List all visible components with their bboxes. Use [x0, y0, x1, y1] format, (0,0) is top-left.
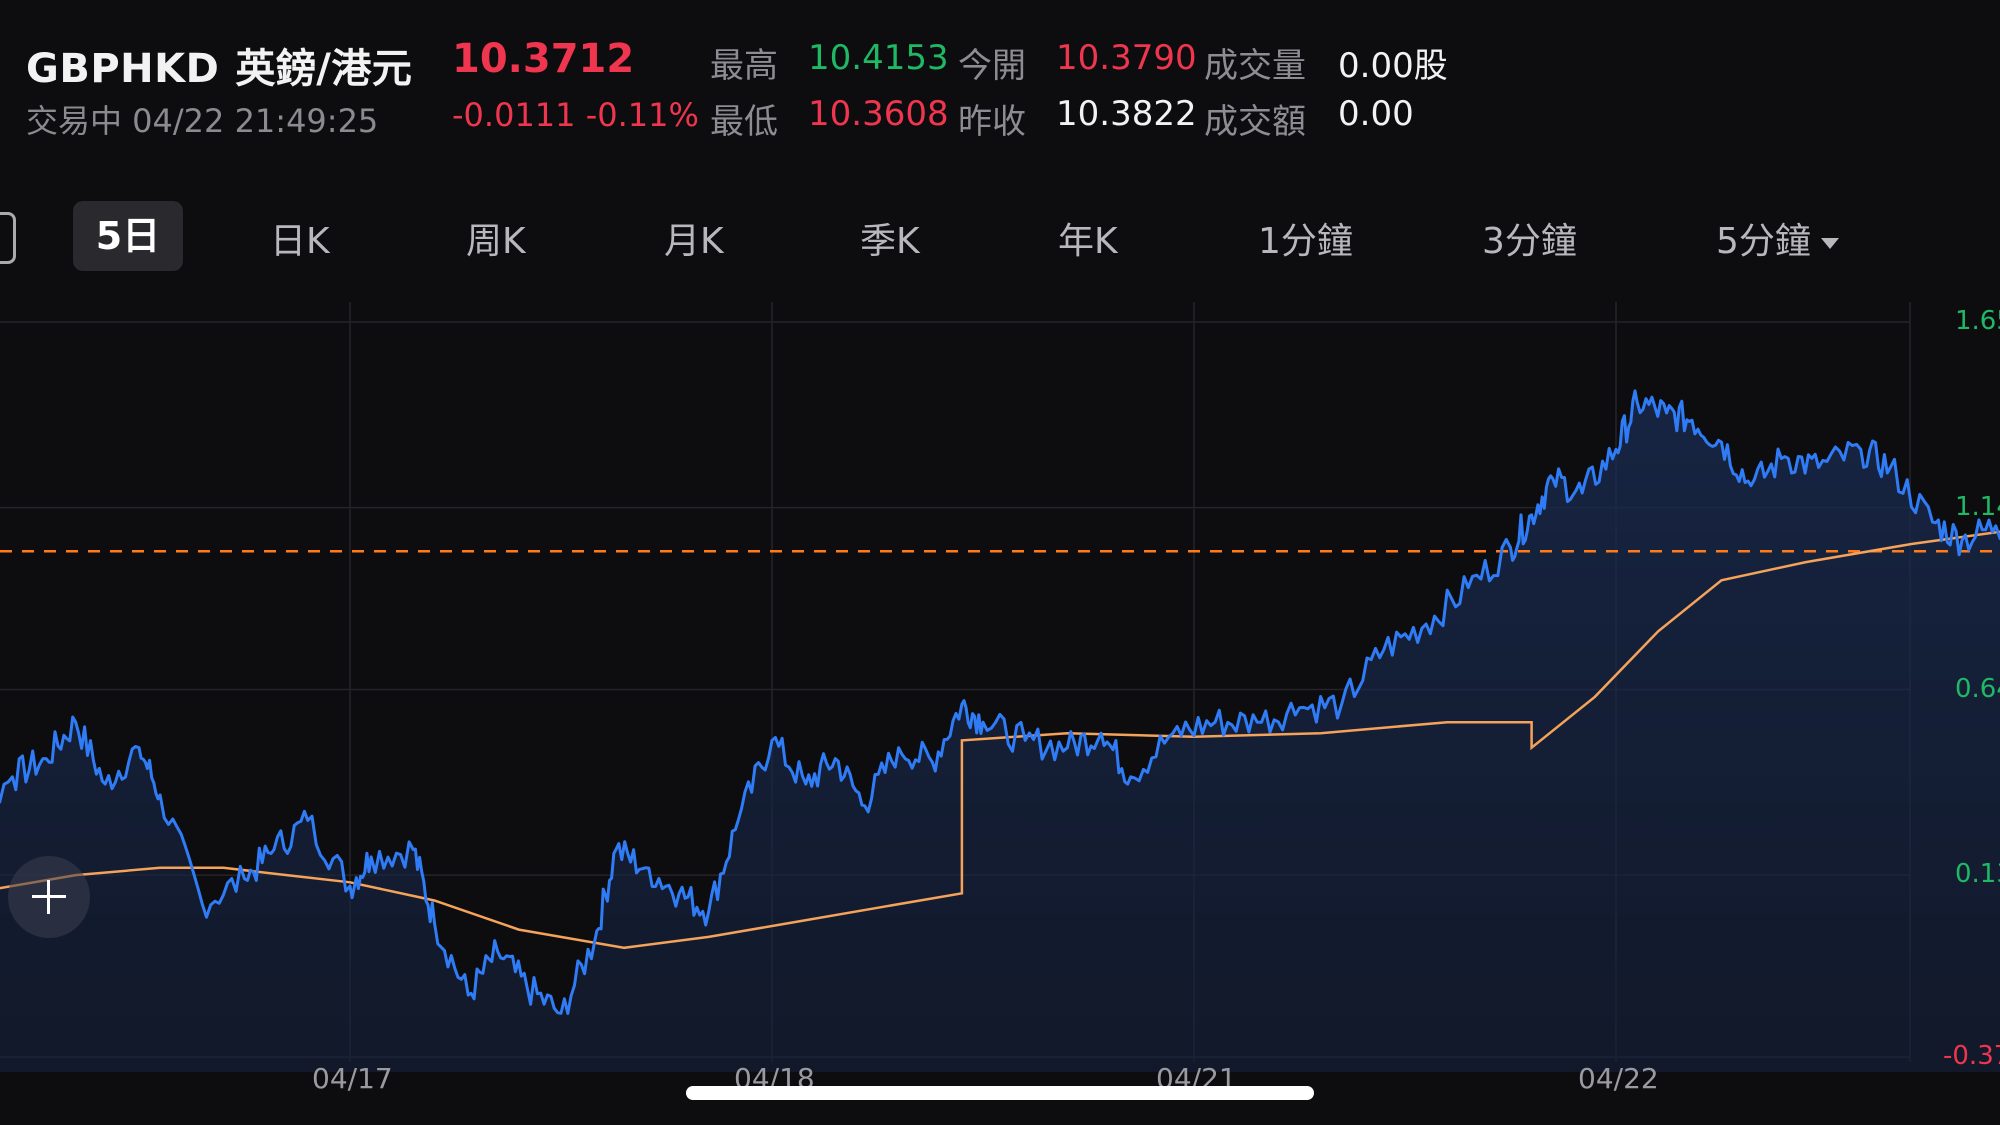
high-value: 10.4153 — [808, 38, 949, 78]
prev-close-label: 昨收 — [958, 102, 1026, 142]
open-label: 今開 — [958, 46, 1026, 86]
y-axis-label: -0.37 — [1943, 1041, 2000, 1071]
tab-5-day[interactable]: 5日 — [73, 201, 183, 271]
price-area — [0, 390, 2000, 1072]
tab-weekly-k[interactable]: 周K — [466, 221, 526, 262]
crosshair-plus-icon[interactable] — [8, 856, 90, 938]
x-axis-label: 04/22 — [1578, 1062, 1659, 1095]
chart-settings-icon[interactable] — [0, 212, 16, 264]
low-label: 最低 — [710, 102, 778, 142]
y-axis-label: 0.13 — [1955, 859, 2000, 890]
prev-close-value: 10.3822 — [1056, 94, 1197, 134]
symbol-name: 英鎊/港元 — [235, 46, 413, 92]
tab-daily-k[interactable]: 日K — [270, 221, 330, 262]
tab-5-minute-label: 5分鐘 — [1716, 221, 1811, 262]
tab-3-minute[interactable]: 3分鐘 — [1482, 221, 1577, 262]
y-axis-label: 0.64 — [1955, 673, 2000, 704]
y-axis-label: 1.65 — [1955, 306, 2000, 336]
turnover-value: 0.00 — [1338, 94, 1414, 134]
tab-yearly-k[interactable]: 年K — [1058, 221, 1118, 262]
turnover-label: 成交額 — [1204, 102, 1306, 142]
y-axis-label: 1.14 — [1955, 491, 2000, 522]
volume-value: 0.00股 — [1338, 46, 1448, 86]
dropdown-caret-icon — [1820, 237, 1839, 249]
last-price: 10.3712 — [452, 36, 635, 82]
intraday-chart[interactable] — [0, 302, 2000, 1072]
volume-label: 成交量 — [1204, 46, 1306, 86]
tab-quarterly-k[interactable]: 季K — [860, 221, 920, 262]
price-change: -0.0111 -0.11% — [452, 96, 699, 134]
tab-5-minute[interactable]: 5分鐘 — [1716, 212, 1839, 264]
price-line — [0, 389, 2000, 1015]
x-axis-label: 04/17 — [312, 1062, 393, 1095]
open-value: 10.3790 — [1056, 38, 1197, 78]
low-value: 10.3608 — [808, 94, 949, 134]
tab-monthly-k[interactable]: 月K — [664, 221, 724, 262]
home-indicator — [686, 1086, 1314, 1100]
high-label: 最高 — [710, 46, 778, 86]
tab-1-minute[interactable]: 1分鐘 — [1258, 221, 1353, 262]
symbol-title: GBPHKD 英鎊/港元 — [26, 36, 412, 94]
trading-status: 交易中 04/22 21:49:25 — [26, 102, 379, 140]
symbol-code: GBPHKD — [26, 46, 220, 92]
